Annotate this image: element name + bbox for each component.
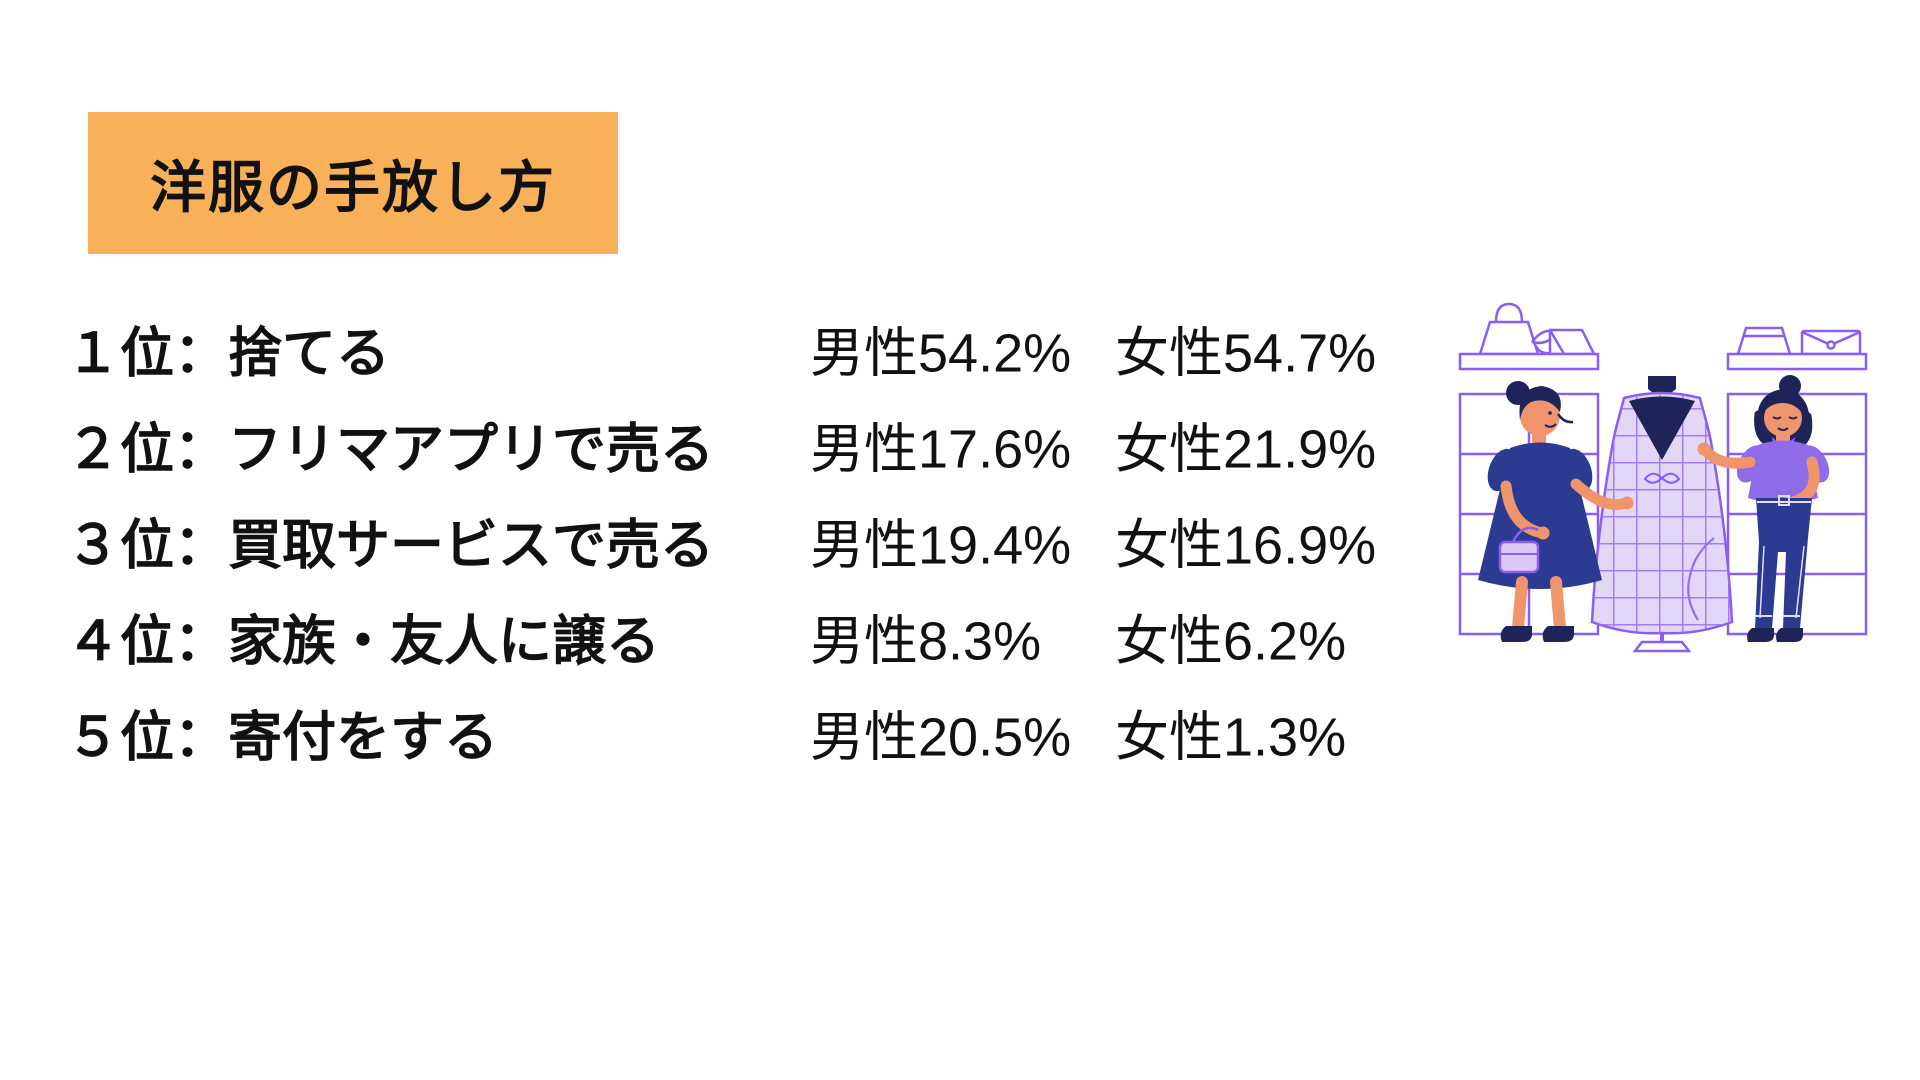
male-percentage: 男性20.5% (810, 707, 1072, 768)
rank-label: １位：捨てる (66, 323, 390, 384)
male-percentage: 男性54.2% (810, 323, 1072, 384)
rank-label: ４位：家族・友人に譲る (66, 611, 660, 672)
ranking-row-2: ２位：フリマアプリで売る 男性17.6% 女性21.9% (66, 396, 1466, 492)
rank-label: ３位：買取サービスで売る (66, 515, 714, 576)
female-percentage: 女性16.9% (1115, 515, 1377, 576)
male-percentage: 男性8.3% (810, 611, 1042, 672)
wall-shelf-left-icon (1458, 302, 1600, 371)
female-percentage: 女性54.7% (1115, 323, 1377, 384)
woman-right-icon (1697, 375, 1830, 642)
ranking-row-3: ３位：買取サービスで売る 男性19.4% 女性16.9% (66, 492, 1466, 588)
female-percentage: 女性1.3% (1115, 707, 1347, 768)
clothes-shopping-illustration (1458, 302, 1868, 653)
wall-shelf-right-icon (1726, 326, 1868, 371)
page-title: 洋服の手放し方 (150, 155, 556, 219)
ranking-list: １位：捨てる 男性54.2% 女性54.7% ２位：フリマアプリで売る 男性17… (66, 300, 1466, 780)
ranking-row-4: ４位：家族・友人に譲る 男性8.3% 女性6.2% (66, 588, 1466, 684)
title-box: 洋服の手放し方 (88, 112, 618, 254)
male-percentage: 男性17.6% (810, 419, 1072, 480)
ranking-row-5: ５位：寄付をする 男性20.5% 女性1.3% (66, 684, 1466, 780)
rank-label: ５位：寄付をする (66, 707, 498, 768)
female-percentage: 女性21.9% (1115, 419, 1377, 480)
male-percentage: 男性19.4% (810, 515, 1072, 576)
female-percentage: 女性6.2% (1115, 611, 1347, 672)
rank-label: ２位：フリマアプリで売る (66, 419, 714, 480)
woman-left-icon (1478, 381, 1634, 642)
ranking-row-1: １位：捨てる 男性54.2% 女性54.7% (66, 300, 1466, 396)
mannequin-dress-icon (1590, 376, 1734, 653)
